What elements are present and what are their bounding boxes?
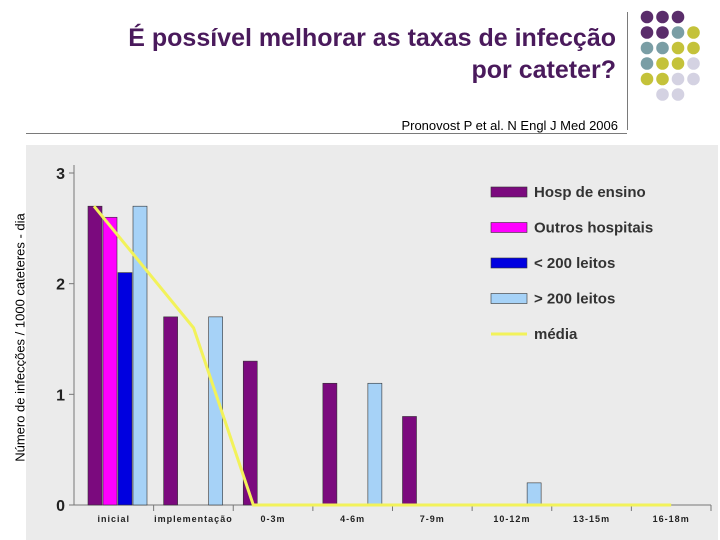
decorative-dots xyxy=(0,0,720,130)
bar-hosp-de-ensino xyxy=(322,382,338,506)
decorative-dot xyxy=(671,10,685,24)
decorative-dot xyxy=(671,26,685,39)
x-tick-label: implementação xyxy=(154,514,233,524)
y-tick-label: 2 xyxy=(56,277,65,294)
decorative-dot xyxy=(687,26,700,39)
legend-swatch xyxy=(490,186,528,198)
bar-hosp-de-ensino xyxy=(87,205,103,506)
y-tick-label: 3 xyxy=(56,166,65,183)
decorative-dot xyxy=(671,41,685,55)
decorative-dot xyxy=(687,41,700,55)
bar-hosp-de-ensino xyxy=(163,316,178,506)
bar-outros-hospitais xyxy=(102,216,118,506)
decorative-dot xyxy=(687,57,700,70)
y-tick-label: 0 xyxy=(56,498,65,515)
decorative-dot xyxy=(640,10,654,24)
x-tick-label: 16-18m xyxy=(653,514,690,524)
chart-area: 0 1 2 3 inicial implementação 0-3m 4-6m 7-9m 10-1… xyxy=(26,145,718,540)
y-tick-label: 1 xyxy=(56,387,65,404)
decorative-dot xyxy=(671,88,685,101)
x-tick-label: 4-6m xyxy=(340,514,365,524)
decorative-dot xyxy=(640,57,654,70)
bar-hosp-de-ensino xyxy=(402,416,417,506)
decorative-dot xyxy=(640,41,654,55)
decorative-dot xyxy=(671,72,685,86)
title-line-2: por cateter? xyxy=(471,56,616,84)
bar--200-leitos xyxy=(526,482,542,506)
title-horizontal-rule xyxy=(26,133,627,134)
decorative-dot xyxy=(656,72,669,86)
decorative-dot xyxy=(687,72,700,86)
decorative-dot xyxy=(640,26,654,39)
bar--200-leitos xyxy=(367,382,383,506)
legend-label: Outros hospitais xyxy=(534,220,653,237)
decorative-dot xyxy=(656,57,669,70)
bar-hosp-de-ensino xyxy=(242,360,258,506)
citation: Pronovost P et al. N Engl J Med 2006 xyxy=(401,118,618,133)
title-vertical-rule xyxy=(627,12,628,130)
x-tick-label: 10-12m xyxy=(493,514,530,524)
bar-chart: 0 1 2 3 inicial implementação 0-3m 4-6m 7-9m 10-1… xyxy=(56,165,712,524)
x-tick-label: 7-9m xyxy=(420,514,445,524)
bar--200-leitos xyxy=(117,272,133,506)
decorative-dot xyxy=(640,72,654,86)
title-line-1: É possível melhorar as taxas de infecção xyxy=(128,24,616,52)
legend-swatch xyxy=(490,293,528,304)
x-tick-label: inicial xyxy=(98,514,131,524)
page-title: É possível melhorar as taxas de infecção… xyxy=(56,22,616,86)
x-tick-label: 13-15m xyxy=(573,514,610,524)
series-line-media xyxy=(92,205,672,507)
legend-label: Hosp de ensino xyxy=(534,184,646,201)
decorative-dot xyxy=(656,10,669,24)
decorative-dot xyxy=(656,26,669,39)
x-tick-label: 0-3m xyxy=(261,514,286,524)
decorative-dot xyxy=(671,57,685,70)
decorative-dot xyxy=(656,88,669,101)
bar--200-leitos xyxy=(132,205,148,506)
legend-swatch xyxy=(490,222,528,233)
legend-label: < 200 leitos xyxy=(534,255,615,272)
legend-label: > 200 leitos xyxy=(534,291,615,308)
legend-swatch xyxy=(490,257,528,269)
decorative-dot xyxy=(656,41,669,55)
legend-label: média xyxy=(534,326,578,343)
